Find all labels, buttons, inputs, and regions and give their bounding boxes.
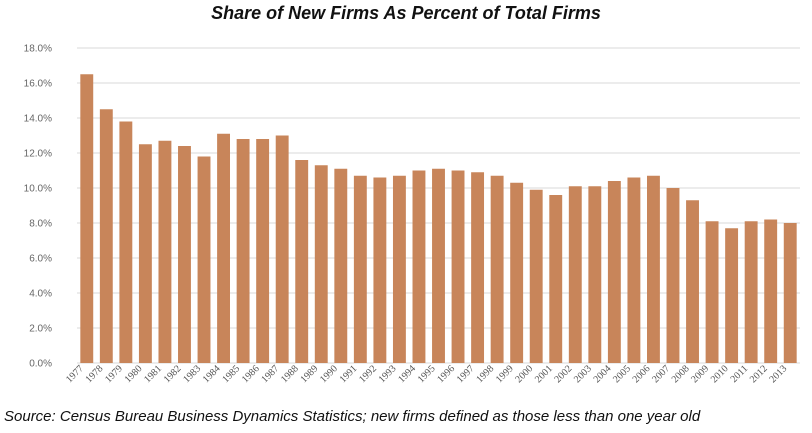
bar-1978 [99,109,113,363]
y-tick-label: 14.0% [24,114,52,125]
x-tick-label: 1981 [142,363,164,385]
bar-1982 [178,146,191,363]
x-tick-label: 2002 [552,363,574,385]
bar-1980 [138,144,152,363]
x-tick-label: 2001 [533,363,555,385]
bars [80,74,797,363]
bar-1991 [353,175,367,363]
bar-1979 [119,121,133,363]
bar-2004 [607,181,621,363]
bar-1987 [275,135,289,363]
y-tick-label: 12.0% [24,149,52,160]
bar-1992 [373,177,387,363]
x-tick-label: 2009 [689,363,711,385]
x-tick-label: 1997 [455,363,477,385]
x-tick-label: 1978 [84,363,106,385]
x-tick-label: 2003 [572,363,594,385]
y-axis-ticks: 0.0% 2.0% 4.0% 6.0% 8.0% 10.0% 12.0% 14.0% 16.0%… [24,44,52,370]
bar-1977 [80,74,94,363]
bar-2000 [529,189,543,363]
x-tick-label: 1988 [279,363,301,385]
bar-2009 [705,221,719,363]
x-tick-label: 1982 [162,363,184,385]
y-tick-label: 2.0% [29,324,52,335]
bar-1981 [158,140,172,363]
y-tick-label: 4.0% [29,289,52,300]
x-tick-label: 2008 [670,363,692,385]
y-tick-label: 6.0% [29,254,52,265]
source-note: Source: Census Bureau Business Dynamics … [4,408,701,425]
x-tick-label: 1992 [357,363,379,385]
bar-1983 [197,156,211,363]
x-tick-label: 1980 [123,363,145,385]
bar-2007 [666,188,680,363]
x-tick-label: 1985 [220,363,242,385]
bar-1989 [314,165,328,363]
bar-1985 [236,139,250,363]
bar-1995 [432,168,445,363]
x-tick-label: 1979 [103,363,125,385]
x-axis-ticks: 1977197819791980198119821983198419851986… [64,363,789,385]
x-tick-label: 1993 [377,363,399,385]
bar-2013 [783,223,797,363]
x-tick-label: 1977 [64,363,86,385]
x-tick-label: 1990 [318,363,340,385]
y-tick-label: 10.0% [24,184,52,195]
x-tick-label: 2000 [513,363,535,385]
x-tick-label: 1991 [338,363,360,385]
x-tick-label: 1999 [494,363,516,385]
x-tick-label: 2007 [650,363,672,385]
x-tick-label: 1996 [435,363,457,385]
x-tick-label: 2006 [631,363,653,385]
x-tick-label: 2004 [592,363,614,385]
bar-2003 [588,186,602,363]
bar-1996 [451,170,465,363]
bar-1990 [334,168,348,363]
bar-1999 [510,182,524,363]
x-tick-label: 1987 [259,363,281,385]
bar-2010 [725,228,739,363]
bar-1986 [256,139,270,363]
bar-2001 [549,195,563,363]
y-tick-label: 16.0% [24,79,52,90]
bar-2008 [686,200,699,363]
x-tick-label: 1995 [416,363,438,385]
x-tick-label: 2005 [611,363,633,385]
x-tick-label: 1983 [181,363,203,385]
bar-2012 [764,219,778,363]
bar-2002 [568,186,582,363]
x-tick-label: 1986 [240,363,262,385]
bar-2006 [646,175,660,363]
bar-chart: 0.0% 2.0% 4.0% 6.0% 8.0% 10.0% 12.0% 14.0% 16.0%… [24,44,800,385]
x-tick-label: 2013 [767,363,789,385]
bar-2011 [744,221,758,363]
bar-2005 [627,177,641,363]
x-tick-label: 1984 [201,363,223,385]
bar-1993 [392,175,406,363]
x-tick-label: 1994 [396,363,418,385]
y-tick-label: 8.0% [29,219,52,230]
y-tick-label: 0.0% [29,359,52,370]
y-tick-label: 18.0% [24,44,52,55]
chart-title: Share of New Firms As Percent of Total F… [211,3,601,23]
x-tick-label: 2010 [709,363,731,385]
bar-1997 [471,172,485,363]
bar-1994 [412,170,426,363]
x-tick-label: 2011 [729,363,751,385]
bar-1998 [490,175,504,363]
bar-1984 [217,133,231,363]
bar-1988 [295,160,309,363]
x-tick-label: 2012 [748,363,770,385]
x-tick-label: 1989 [298,363,320,385]
x-tick-label: 1998 [474,363,496,385]
